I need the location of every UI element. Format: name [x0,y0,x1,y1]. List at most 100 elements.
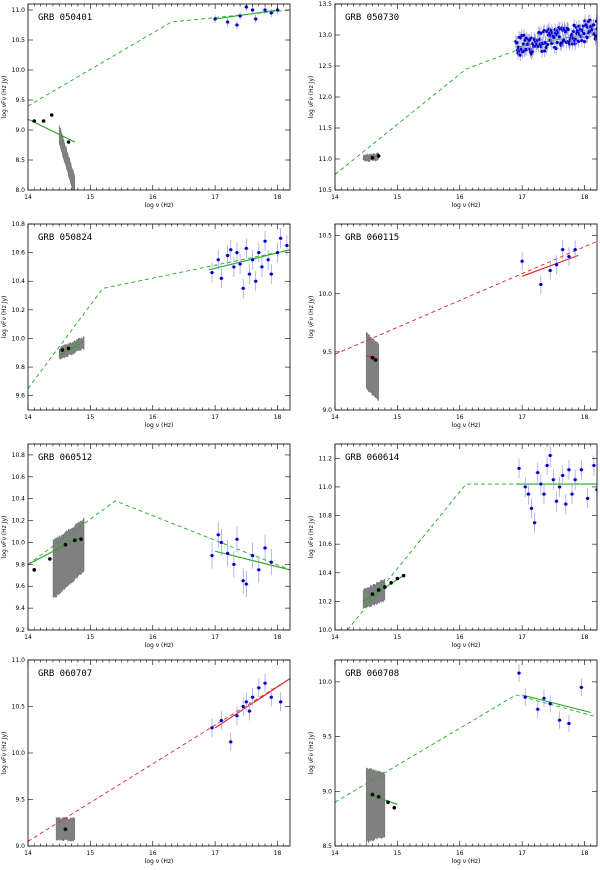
xray-point [263,681,267,685]
y-tick-label: 9.8 [15,561,25,568]
xray-point [254,17,258,21]
plot-area [335,664,597,844]
panel-grb-050401: 14 15 16 17 18 8.0 8.5 9.0 9.5 10.0 10.5 11.0 log ν … [1,3,291,209]
xray-point [210,726,214,730]
xray-point [229,740,233,744]
plot-area [347,445,597,630]
xray-point [263,8,267,12]
y-tick-label: 9.8 [15,364,25,371]
y-tick-label: 11.2 [319,455,333,462]
xray-point [279,700,283,704]
xray-point [226,253,230,258]
xray-point [247,709,252,713]
panel-grb-050824: 14 15 16 17 18 9.6 9.8 10.0 10.2 10.4 10.6 10.8 log … [1,221,291,429]
optical-point [63,542,68,547]
y-tick-label: 11.5 [319,125,333,132]
xray-point [210,271,214,275]
x-axis-label: log ν (Hz) [452,422,481,429]
xray-point [551,478,555,482]
xray-point [539,482,543,486]
x-axis-label: log ν (Hz) [145,202,174,209]
optical-point [49,113,54,117]
xray-point [235,23,239,27]
xray-point [260,265,264,269]
xray-point [542,696,546,700]
xray-point [536,471,540,475]
plot-area [28,673,290,843]
xray-point [279,236,283,240]
optical-band [366,767,386,844]
xray-point [520,259,524,263]
x-tick-label: 14 [331,634,339,641]
xray-point [567,721,571,726]
xray-point [263,546,267,550]
xray-point [594,19,597,23]
optical-point [376,154,381,158]
xray-point [244,582,248,586]
x-tick-label: 14 [24,850,32,857]
optical-point [373,358,378,362]
xray-point [250,695,255,699]
xray-point [250,554,255,558]
x-tick-label: 16 [149,850,157,857]
xray-point [263,239,267,243]
xray-point [566,28,570,32]
xray-point [527,38,532,42]
panel-title: GRB 050824 [38,233,92,243]
xray-point [526,492,530,496]
y-tick-label: 10.8 [319,513,333,520]
xray-point [582,39,587,44]
panel-title: GRB 050401 [38,13,92,23]
y-tick-label: 9.4 [15,605,25,612]
xray-point [536,707,540,711]
optical-point [48,557,52,561]
y-tick-label: 8.0 [15,187,25,194]
model-dashed-line [28,678,290,842]
model-dashed-line [28,9,290,107]
x-tick-label: 15 [394,194,402,201]
optical-point [63,827,68,832]
panel-title: GRB 060708 [345,669,399,679]
x-tick-label: 17 [211,634,219,641]
xray-point [557,718,562,722]
xray-point [241,579,245,583]
y-tick-label: 13.5 [319,1,333,8]
xray-point [216,258,220,262]
plot-area [28,4,290,190]
panel-grb-060614: 14 15 16 17 18 10.0 10.2 10.4 10.6 10.8 11.0 11.2 lo… [308,443,598,649]
y-tick-label: 10.2 [12,307,26,314]
xray-point [238,14,242,18]
x-tick-label: 15 [394,634,402,641]
y-tick-label: 10.0 [12,335,26,342]
y-tick-label: 9.5 [15,97,25,104]
xray-point [542,492,546,496]
panel-title: GRB 050730 [345,13,399,23]
x-tick-label: 16 [456,414,464,421]
y-tick-label: 13.0 [319,32,333,39]
x-tick-label: 18 [581,194,589,201]
y-tick-label: 9.5 [15,797,25,804]
y-tick-label: 12.0 [319,94,333,101]
xray-point [244,700,248,704]
y-axis-label: log νFν (Hz Jy) [1,732,8,775]
xray-point [523,485,527,489]
x-tick-label: 16 [149,414,157,421]
y-tick-label: 9.0 [15,127,25,134]
x-tick-label: 17 [518,850,526,857]
y-tick-label: 10.6 [12,474,26,481]
xray-point [269,695,273,699]
model-dashed-line [335,694,597,803]
y-tick-label: 10.5 [12,37,26,44]
x-tick-label: 14 [331,850,339,857]
plot-area [28,500,290,599]
xray-point [586,496,590,500]
y-tick-label: 8.5 [15,157,25,164]
xray-point [545,463,549,468]
xray-point [515,41,519,45]
xray-point [582,31,586,36]
x-tick-label: 17 [211,850,219,857]
xray-point [517,671,521,675]
optical-point [401,573,406,578]
xray-point [235,251,239,255]
